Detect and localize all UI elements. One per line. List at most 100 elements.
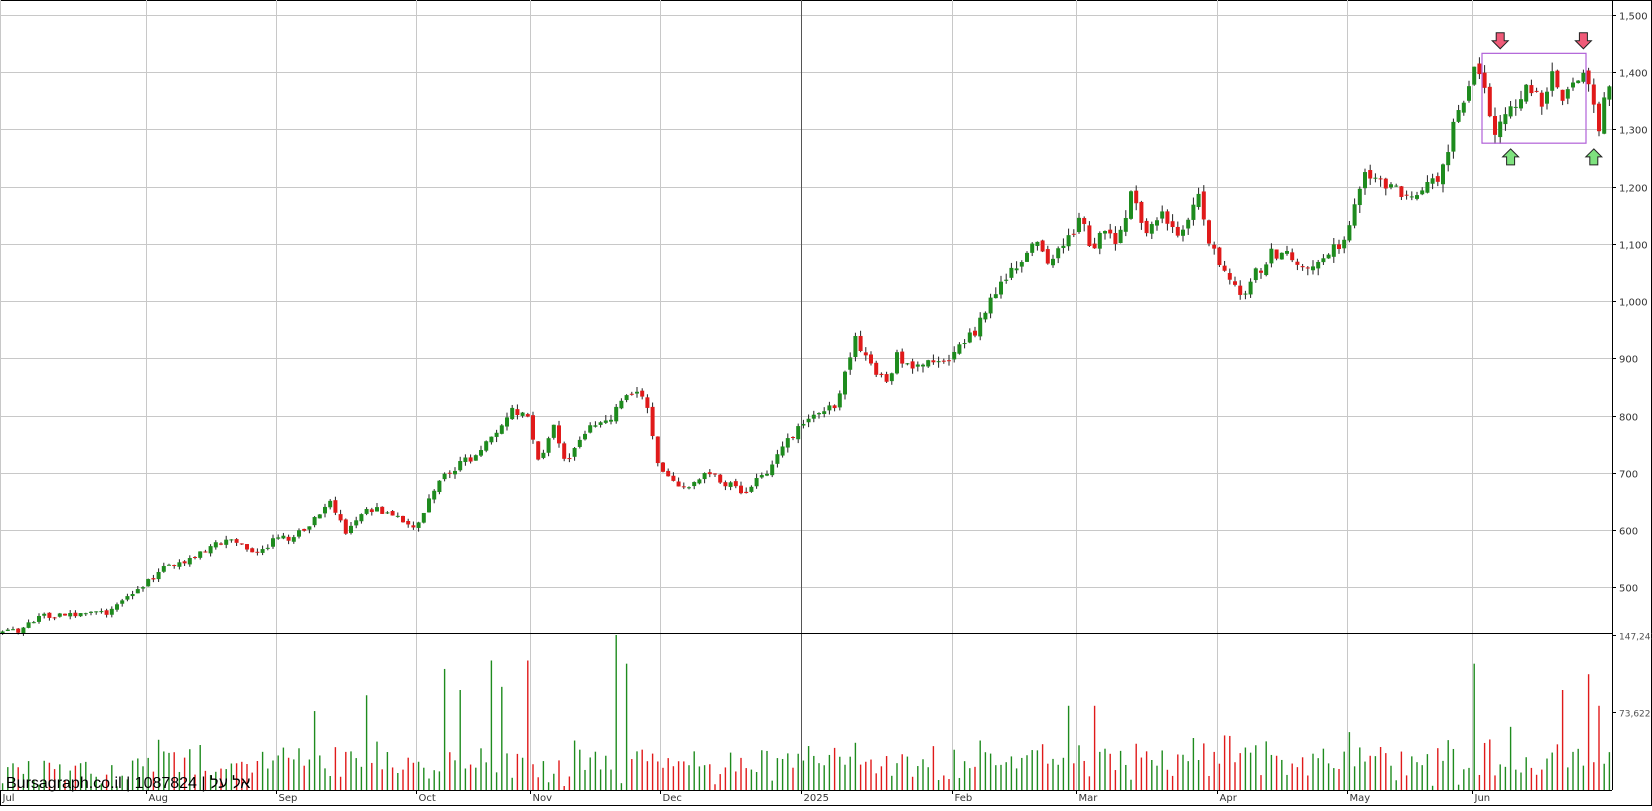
candle-up — [437, 480, 442, 493]
candle-down — [863, 352, 868, 356]
time-tick-label: 2025 — [804, 793, 829, 804]
candle-down — [723, 482, 728, 487]
candle-up — [1014, 268, 1019, 271]
candle-up — [291, 537, 296, 542]
candle-down — [1217, 247, 1222, 266]
candle-up — [1602, 97, 1607, 134]
candle-up — [156, 571, 161, 580]
candle-up — [817, 413, 821, 415]
candle-down — [1534, 90, 1539, 92]
candle-up — [94, 611, 99, 613]
candle-up — [754, 478, 759, 487]
candle-up — [125, 596, 130, 600]
candle-up — [614, 406, 619, 422]
candle-up — [505, 417, 509, 427]
candle-up — [801, 423, 806, 426]
candle-up — [572, 448, 577, 457]
candle-down — [338, 514, 343, 521]
watermark-text: Bursagraph.co.il | 1087824 | אל על — [6, 774, 250, 792]
candle-down — [858, 335, 863, 351]
arrow-up-marker — [1584, 148, 1604, 166]
candle-up — [1508, 106, 1513, 117]
candle-up — [806, 418, 811, 423]
candle-down — [536, 441, 541, 460]
candle-down — [1201, 191, 1206, 220]
candle-up — [1389, 184, 1393, 188]
candle-up — [785, 438, 790, 448]
candle-up — [198, 551, 203, 558]
candle-down — [151, 578, 156, 580]
candle-up — [1347, 225, 1352, 241]
candle-down — [629, 393, 634, 395]
candle-down — [52, 617, 57, 619]
candle-up — [837, 393, 842, 408]
candle-up — [229, 539, 234, 541]
candle-down — [1560, 89, 1565, 101]
candle-up — [1581, 72, 1586, 82]
candle-up — [546, 438, 551, 453]
candle-down — [640, 390, 645, 397]
candle-down — [1591, 84, 1596, 105]
candle-down — [650, 406, 655, 437]
candle-up — [473, 455, 478, 461]
candle-down — [250, 548, 255, 553]
candle-up — [577, 439, 582, 447]
candle-up — [952, 351, 957, 360]
candle-down — [219, 543, 223, 545]
candle-up — [624, 395, 629, 401]
candle-up — [983, 312, 988, 320]
candle-down — [1539, 92, 1544, 107]
candle-down — [707, 472, 712, 475]
candle-down — [333, 500, 338, 513]
candle-up — [848, 357, 853, 370]
candle-up — [385, 512, 390, 514]
candle-layer — [0, 57, 1612, 636]
candle-down — [661, 462, 665, 472]
candle-up — [484, 441, 489, 451]
candle-down — [1482, 72, 1487, 88]
candle-down — [286, 536, 291, 541]
candle-up — [1097, 232, 1102, 249]
candle-up — [1123, 217, 1128, 232]
candle-up — [328, 500, 333, 508]
candle-down — [63, 613, 67, 616]
price-tick-label: 1,000 — [1619, 298, 1648, 309]
price-tick-label: 1,500 — [1619, 12, 1648, 23]
candle-down — [1045, 249, 1050, 264]
candle-down — [1477, 63, 1482, 75]
candle-up — [1129, 191, 1133, 219]
candle-down — [1597, 103, 1601, 132]
candle-up — [598, 422, 603, 425]
candle-up — [416, 522, 421, 528]
candle-down — [1238, 285, 1243, 295]
candle-up — [1009, 267, 1014, 278]
candle-up — [1565, 89, 1570, 99]
candle-up — [1430, 178, 1435, 184]
candle-up — [1363, 172, 1367, 189]
candle-down — [1435, 176, 1440, 182]
candle-up — [317, 514, 322, 519]
candle-up — [583, 433, 587, 440]
candle-down — [302, 528, 307, 531]
time-tick-label: Feb — [955, 793, 973, 804]
candle-up — [603, 420, 608, 423]
candle-up — [1545, 91, 1549, 104]
candle-down — [1290, 252, 1295, 261]
candle-up — [1394, 185, 1399, 187]
candle-up — [1472, 66, 1477, 85]
time-tick-label: Mar — [1079, 793, 1099, 804]
candle-up — [1607, 86, 1612, 100]
candle-down — [390, 511, 395, 516]
candle-up — [99, 611, 104, 613]
candle-up — [349, 525, 353, 534]
candle-down — [239, 543, 244, 545]
candle-up — [759, 475, 764, 478]
candle-down — [713, 473, 717, 475]
candle-up — [1103, 231, 1107, 234]
candle-up — [177, 562, 182, 567]
candle-up — [993, 294, 998, 299]
candle-down — [744, 491, 749, 494]
candle-down — [655, 436, 660, 464]
price-tick-label: 800 — [1619, 413, 1638, 424]
